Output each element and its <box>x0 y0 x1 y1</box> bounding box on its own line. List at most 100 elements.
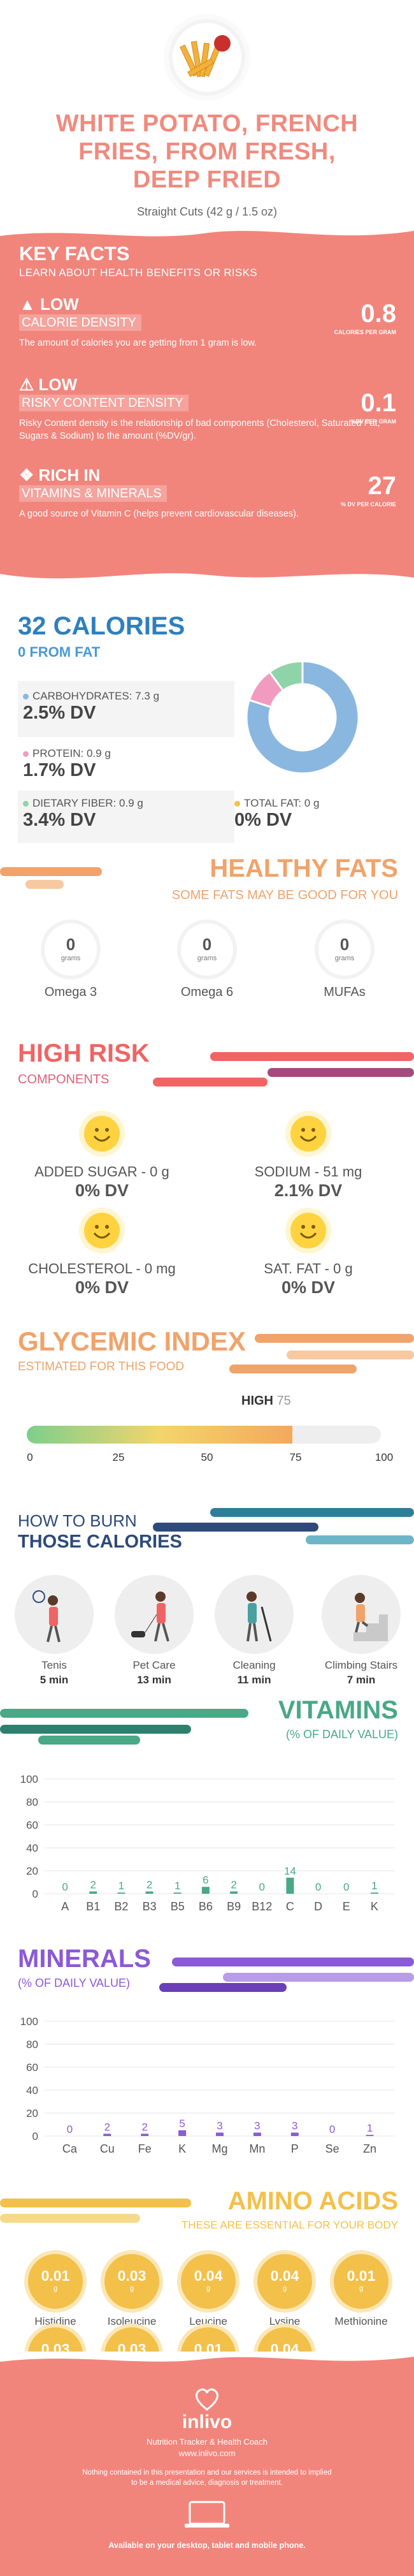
healthy-fats-title: HEALTHY FATS <box>210 854 398 882</box>
bar-value-label: 2 <box>104 2121 110 2133</box>
minerals-title: MINERALS <box>18 1945 151 1973</box>
fat-unit: grams <box>334 955 355 962</box>
x-tick-label: B12 <box>252 1900 272 1913</box>
activity-name: Cleaning <box>232 1659 276 1671</box>
amino-unit: g <box>206 2285 211 2292</box>
fact-vitamins-minerals: ❖ RICH IN VITAMINS & MINERALS A good sou… <box>19 465 376 520</box>
key-facts-title: KEY FACTS <box>19 242 130 265</box>
legend-dot <box>23 801 29 807</box>
legend-dot <box>23 751 29 757</box>
legend-dot <box>234 801 240 807</box>
bar-value-label: 2 <box>146 1878 152 1891</box>
legend-dot <box>23 694 29 700</box>
glycemic-tick: 0 <box>27 1451 33 1463</box>
risk-label: SODIUM - 51 mg <box>254 1164 362 1180</box>
amino-name: Leucine <box>189 2315 227 2327</box>
bar-P <box>290 2132 299 2136</box>
bar-value-label: 1 <box>175 1880 180 1892</box>
brush-stroke <box>255 1334 414 1343</box>
tennis-player-icon <box>15 1575 94 1654</box>
vitamins-bar-chart: 100 80 60 40 20 0 0 A 2 B1 1 B2 2 B3 1 B5 6 B6 2 B9 0 B12 14 C 0… <box>20 1773 395 1913</box>
nutrient-label: TOTAL FAT: 0 g <box>244 797 320 809</box>
bar-B9 <box>230 1891 238 1894</box>
y-tick-label: 80 <box>26 1796 38 1808</box>
page-title: WHITE POTATO, FRENCH FRIES, FROM FRESH, … <box>13 110 401 194</box>
cleaning-person-icon <box>215 1575 294 1654</box>
fat-value: 0 <box>339 935 350 954</box>
nutrient-carbohydrates: CARBOHYDRATES: 7.3 g 2.5% DV <box>18 681 234 737</box>
heart-logo-icon <box>194 2388 220 2414</box>
footer-url[interactable]: www.inlivo.com <box>178 2448 236 2458</box>
calories-title: 32 CALORIES <box>18 612 185 640</box>
devices-icon <box>185 2499 229 2535</box>
x-tick-label: D <box>314 1900 322 1913</box>
brush-stroke <box>0 2199 191 2207</box>
fat-unit: grams <box>197 955 217 962</box>
brush-stroke <box>306 1535 414 1544</box>
healthy-fats-subtitle: SOME FATS MAY BE GOOD FOR YOU <box>171 888 398 902</box>
amino-value: 0.01 <box>346 2267 376 2284</box>
x-tick-label: B3 <box>143 1900 157 1913</box>
x-tick-label: Zn <box>363 2142 376 2155</box>
donut-slice-carbohydrates <box>245 660 360 775</box>
x-tick-label: Ca <box>62 2142 78 2155</box>
y-tick-label: 20 <box>26 1865 38 1877</box>
smiley-icon <box>290 1116 326 1152</box>
amino-name: Histidine <box>34 2315 76 2327</box>
glycemic-value: 75 <box>276 1394 291 1408</box>
nutrient-dv: 3.4% DV <box>23 810 96 830</box>
fat-value: 0 <box>202 935 212 954</box>
brush-stroke <box>38 1736 140 1745</box>
amino-value: 0.04 <box>270 2267 299 2284</box>
fat-circle: 0 grams <box>318 923 371 976</box>
minerals-subtitle: (% OF DAILY VALUE) <box>18 1977 131 1989</box>
fact-unit: %DV PER GRAM <box>350 418 396 425</box>
activity-time: 7 min <box>346 1674 376 1686</box>
amino-value: 0.01 <box>41 2267 70 2284</box>
amino-name: Isoleucine <box>107 2315 157 2327</box>
risk-label: CHOLESTEROL - 0 mg <box>28 1261 176 1277</box>
x-tick-label: K <box>178 2142 186 2155</box>
brush-stroke <box>287 1350 414 1359</box>
brush-stroke <box>223 1973 414 1982</box>
french-fries-icon <box>173 23 241 92</box>
amino-unit: g <box>129 2285 134 2292</box>
title-line: WHITE POTATO, FRENCH <box>55 110 359 137</box>
flame-icon: ▲ <box>19 295 36 314</box>
x-tick-label: Mg <box>211 2142 227 2155</box>
fact-level: LOW <box>38 375 78 394</box>
activity-time: 11 min <box>237 1674 271 1686</box>
y-tick-label: 60 <box>26 1819 38 1831</box>
fact-risky-content: ⚠ LOW RISKY CONTENT DENSITY Risky Conten… <box>19 375 382 443</box>
fact-description: The amount of calories you are getting f… <box>19 338 257 348</box>
fact-label: VITAMINS & MINERALS <box>19 485 167 502</box>
fact-description: A good source of Vitamin C (helps preven… <box>19 509 299 519</box>
brush-stroke <box>229 1365 357 1373</box>
fact-description: Risky Content density is the relationshi… <box>19 418 380 441</box>
footer-disclaimer: Nothing contained in this presentation a… <box>82 2469 332 2477</box>
fact-unit: CALORIES PER GRAM <box>334 329 396 335</box>
brush-stroke <box>210 1052 414 1061</box>
fat-value: 0 <box>66 935 76 954</box>
bar-B3 <box>145 1891 153 1894</box>
x-tick-label: B6 <box>199 1900 213 1913</box>
fact-value: 27 <box>368 472 397 500</box>
y-tick-label: 40 <box>26 1842 38 1854</box>
calories-subtitle: 0 FROM FAT <box>18 644 101 660</box>
nutrient-dv: 0% DV <box>234 810 292 830</box>
amino-unit: g <box>282 2285 287 2292</box>
bar-B1 <box>89 1891 97 1894</box>
activity-name: Tenis <box>41 1659 67 1671</box>
x-tick-label: B5 <box>171 1900 185 1913</box>
wave-divider <box>0 573 414 587</box>
vitamins-title: VITAMINS <box>278 1696 398 1724</box>
fat-name: MUFAs <box>324 985 366 999</box>
y-tick-label: 0 <box>32 1888 38 1900</box>
x-tick-label: E <box>343 1900 350 1913</box>
risk-dv: 0% DV <box>281 1278 336 1297</box>
bar-value-label: 3 <box>292 2120 297 2132</box>
burn-title-1: HOW TO BURN <box>18 1511 137 1530</box>
